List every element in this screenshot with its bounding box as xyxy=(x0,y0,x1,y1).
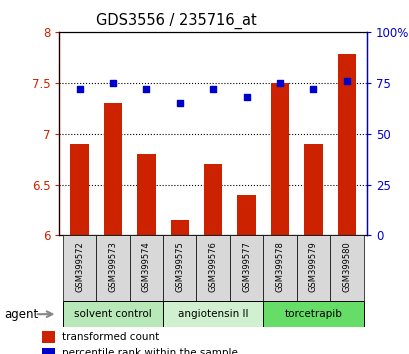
Bar xyxy=(170,220,189,235)
Bar xyxy=(329,235,363,301)
Text: transformed count: transformed count xyxy=(61,332,158,342)
Bar xyxy=(129,235,163,301)
Bar xyxy=(263,301,363,327)
Bar xyxy=(196,235,229,301)
Bar xyxy=(163,301,263,327)
Text: agent: agent xyxy=(4,308,38,321)
Text: GSM399576: GSM399576 xyxy=(208,241,217,292)
Point xyxy=(243,94,249,100)
Point xyxy=(143,86,149,92)
Point xyxy=(310,86,316,92)
Point xyxy=(176,100,182,106)
Point xyxy=(209,86,216,92)
Bar xyxy=(204,164,222,235)
Text: GSM399573: GSM399573 xyxy=(108,241,117,292)
Text: GSM399572: GSM399572 xyxy=(75,241,84,292)
Bar xyxy=(43,348,54,354)
Text: GDS3556 / 235716_at: GDS3556 / 235716_at xyxy=(96,12,256,29)
Text: solvent control: solvent control xyxy=(74,309,151,319)
Text: percentile rank within the sample: percentile rank within the sample xyxy=(61,348,237,354)
Bar xyxy=(137,154,155,235)
Bar xyxy=(229,235,263,301)
Point xyxy=(276,80,283,86)
Bar xyxy=(303,144,322,235)
Text: GSM399580: GSM399580 xyxy=(342,241,351,292)
Bar xyxy=(63,235,96,301)
Point xyxy=(109,80,116,86)
Point xyxy=(343,78,349,84)
Text: GSM399575: GSM399575 xyxy=(175,241,184,292)
Text: GSM399578: GSM399578 xyxy=(275,241,284,292)
Bar xyxy=(43,331,54,343)
Bar xyxy=(237,195,255,235)
Bar xyxy=(96,235,129,301)
Bar xyxy=(163,235,196,301)
Bar xyxy=(263,235,296,301)
Text: torcetrapib: torcetrapib xyxy=(284,309,342,319)
Point xyxy=(76,86,83,92)
Text: GSM399579: GSM399579 xyxy=(308,241,317,292)
Text: GSM399577: GSM399577 xyxy=(242,241,250,292)
Bar xyxy=(296,235,329,301)
Bar xyxy=(63,301,163,327)
Bar xyxy=(70,144,88,235)
Text: GSM399574: GSM399574 xyxy=(142,241,151,292)
Bar xyxy=(337,54,355,235)
Text: angiotensin II: angiotensin II xyxy=(178,309,248,319)
Bar xyxy=(103,103,122,235)
Bar xyxy=(270,83,288,235)
